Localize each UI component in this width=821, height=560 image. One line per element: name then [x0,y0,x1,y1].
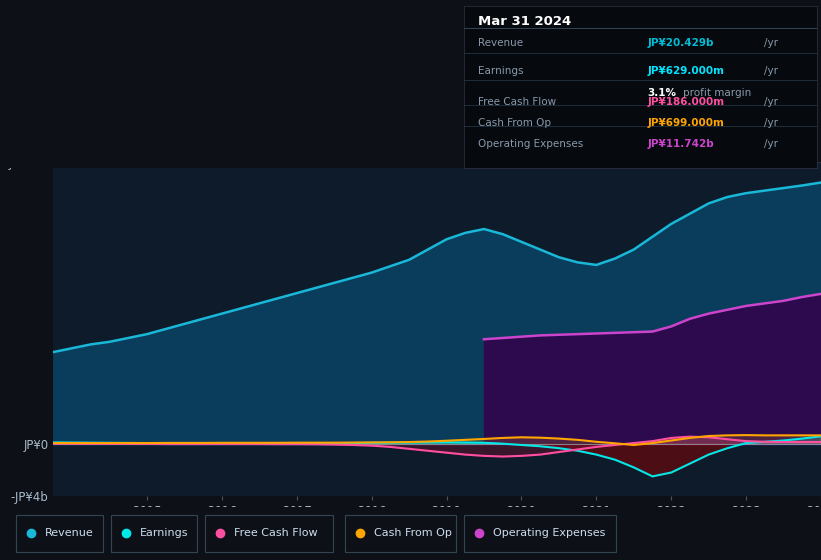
Text: JP¥186.000m: JP¥186.000m [648,96,725,106]
Text: profit margin: profit margin [683,88,751,99]
Text: Free Cash Flow: Free Cash Flow [234,529,318,538]
Text: /yr: /yr [764,118,778,128]
Text: Cash From Op: Cash From Op [374,529,452,538]
Text: JP¥20.429b: JP¥20.429b [648,38,714,48]
Text: /yr: /yr [764,139,778,149]
Text: 3.1%: 3.1% [648,88,677,99]
Text: Revenue: Revenue [45,529,94,538]
Text: /yr: /yr [764,96,778,106]
Text: Cash From Op: Cash From Op [478,118,551,128]
Text: Mar 31 2024: Mar 31 2024 [478,15,571,29]
Text: Earnings: Earnings [140,529,188,538]
Text: JP¥11.742b: JP¥11.742b [648,139,714,149]
Text: Earnings: Earnings [478,66,524,76]
Text: JP¥629.000m: JP¥629.000m [648,66,724,76]
Text: Operating Expenses: Operating Expenses [478,139,583,149]
Text: Free Cash Flow: Free Cash Flow [478,96,556,106]
Text: /yr: /yr [764,38,778,48]
Text: /yr: /yr [764,66,778,76]
Text: JP¥699.000m: JP¥699.000m [648,118,724,128]
Text: Revenue: Revenue [478,38,523,48]
Text: Operating Expenses: Operating Expenses [493,529,605,538]
